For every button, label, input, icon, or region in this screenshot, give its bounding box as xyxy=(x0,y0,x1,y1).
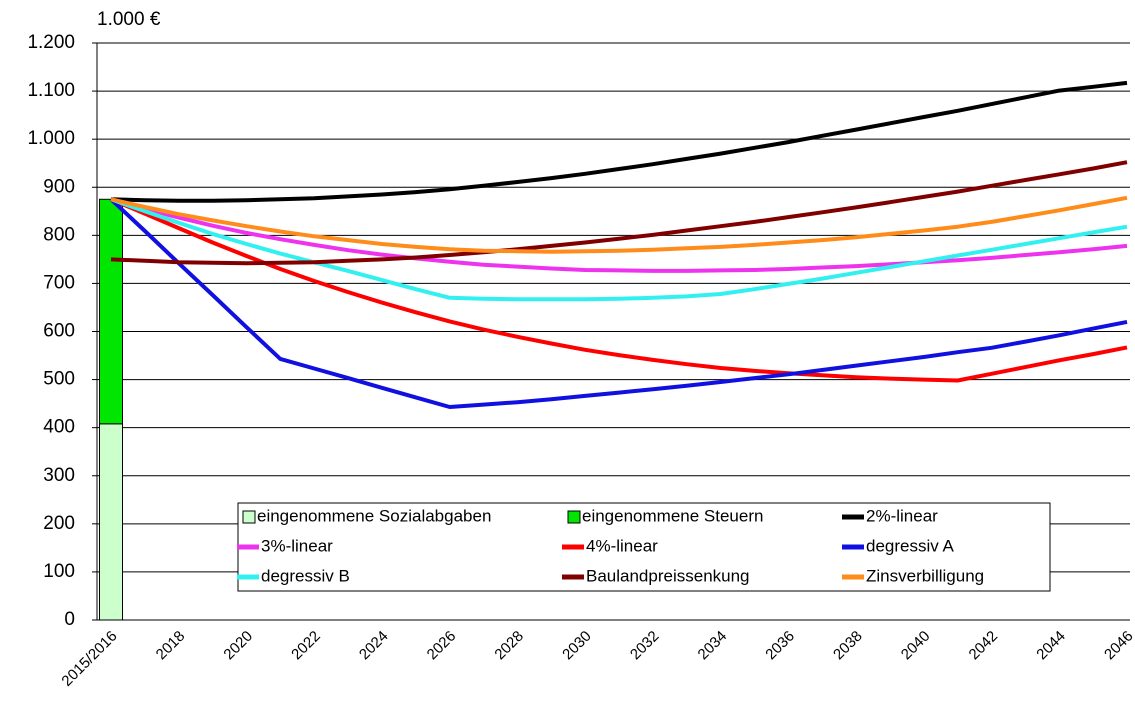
x-tick-label: 2018 xyxy=(153,628,189,664)
y-tick-label: 400 xyxy=(43,417,75,438)
x-tick-label: 2038 xyxy=(830,628,866,664)
x-tick-label: 2015/2016 xyxy=(58,628,120,690)
x-tick-label: 2020 xyxy=(220,628,256,664)
x-tick-label: 2030 xyxy=(559,628,595,664)
y-tick-label: 900 xyxy=(43,176,75,197)
x-tick-label: 2040 xyxy=(898,628,934,664)
y-tick-label: 200 xyxy=(43,513,75,534)
line xyxy=(110,195,1128,254)
x-tick-label: 2042 xyxy=(966,628,1002,664)
legend-label: degressiv B xyxy=(261,566,350,585)
y-tick-label: 1.000 xyxy=(27,128,75,149)
y-tick-label: 1.100 xyxy=(27,80,75,101)
x-tick-label: 2032 xyxy=(627,628,663,664)
x-tick-label: 2034 xyxy=(695,628,731,664)
bar xyxy=(99,423,123,621)
y-tick-label: 800 xyxy=(43,224,75,245)
line xyxy=(109,197,1128,409)
x-tick-label: 2044 xyxy=(1033,628,1069,664)
x-tick-label: 2022 xyxy=(288,628,324,664)
legend-swatch xyxy=(242,510,256,524)
legend-label: eingenommene Sozialabgaben xyxy=(257,506,491,525)
legend-label: Zinsverbilligung xyxy=(866,566,984,585)
legend-box xyxy=(237,502,1051,592)
line xyxy=(110,197,1128,302)
legend-label: 2%-linear xyxy=(866,506,938,525)
y-tick-label: 0 xyxy=(64,609,75,630)
x-tick-label: 2024 xyxy=(356,628,392,664)
line xyxy=(110,80,1128,203)
legend-swatch xyxy=(567,510,581,524)
legend-label: eingenommene Steuern xyxy=(582,506,763,525)
line xyxy=(110,197,1128,273)
legend-label: 3%-linear xyxy=(261,536,333,555)
bar xyxy=(99,198,123,425)
y-tick-label: 700 xyxy=(43,272,75,293)
y-tick-label: 100 xyxy=(43,561,75,582)
x-tick-label: 2026 xyxy=(424,628,460,664)
y-tick-label: 500 xyxy=(43,369,75,390)
x-tick-label: 2046 xyxy=(1101,628,1135,664)
y-tick-label: 300 xyxy=(43,465,75,486)
y-tick-label: 600 xyxy=(43,321,75,342)
legend-label: Baulandpreissenkung xyxy=(586,566,750,585)
x-tick-label: 2028 xyxy=(491,628,527,664)
line xyxy=(110,160,1128,266)
y-tick-label: 1.200 xyxy=(27,32,75,53)
x-tick-label: 2036 xyxy=(762,628,798,664)
line xyxy=(110,197,1128,383)
legend-label: degressiv A xyxy=(866,536,955,555)
legend-label: 4%-linear xyxy=(586,536,658,555)
legend: eingenommene Sozialabgaben eingenommene S… xyxy=(237,502,1051,592)
y-axis-label: 1.000 € xyxy=(97,9,161,30)
